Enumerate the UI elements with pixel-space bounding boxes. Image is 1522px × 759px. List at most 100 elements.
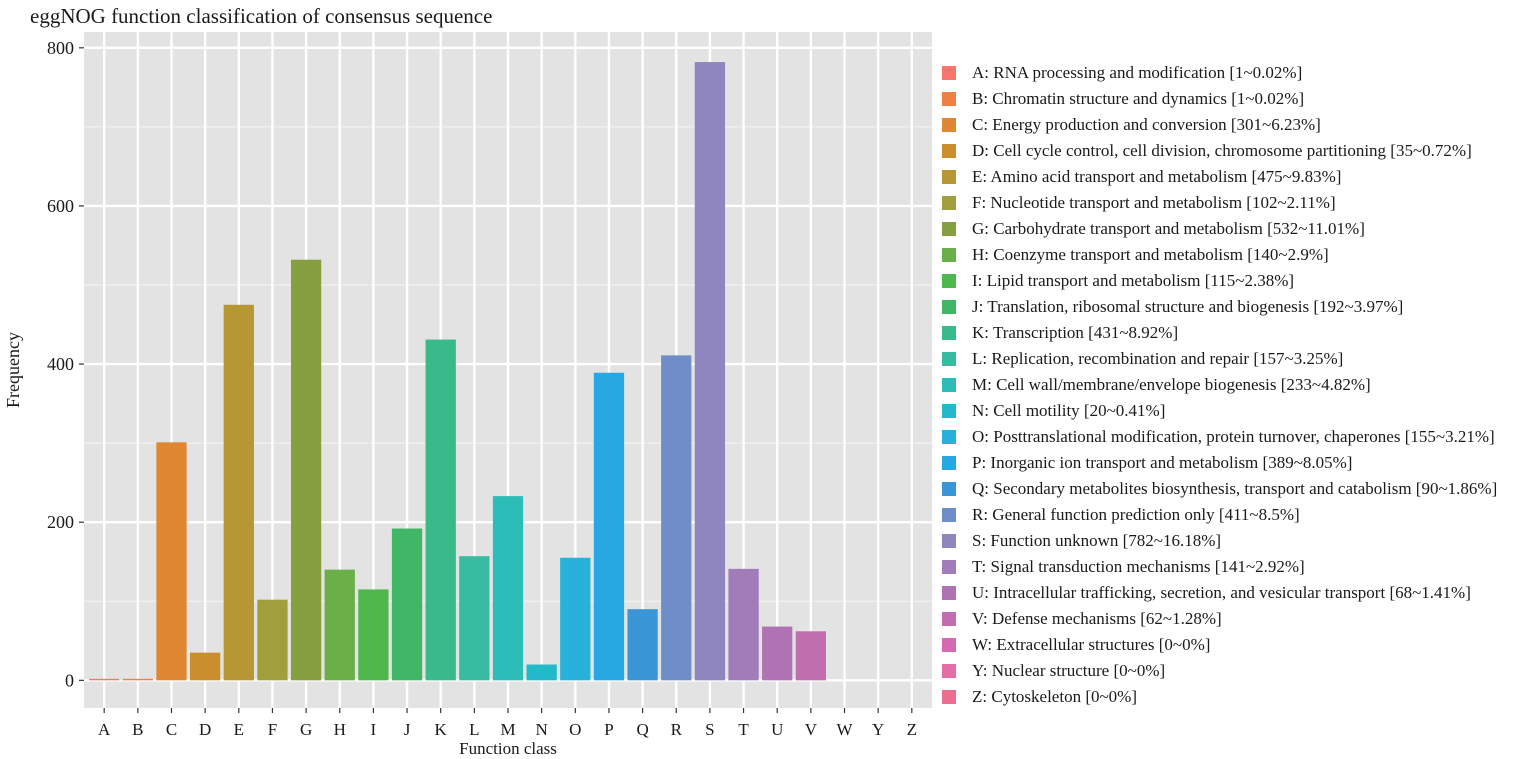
legend-swatch — [942, 430, 956, 444]
legend-swatch — [942, 664, 956, 678]
legend-item: B: Chromatin structure and dynamics [1~0… — [942, 86, 1520, 112]
legend-swatch — [942, 144, 956, 158]
bar-v[interactable] — [795, 631, 826, 681]
x-tick-label: C — [166, 720, 177, 739]
x-tick-label: K — [435, 720, 448, 739]
legend-swatch — [942, 352, 956, 366]
x-tick-label: Q — [636, 720, 648, 739]
legend-swatch — [942, 300, 956, 314]
x-tick-label: E — [234, 720, 244, 739]
legend-item: W: Extracellular structures [0~0%] — [942, 632, 1520, 658]
bar-h[interactable] — [324, 569, 355, 681]
legend-swatch — [942, 222, 956, 236]
bar-s[interactable] — [694, 62, 726, 681]
legend-item: D: Cell cycle control, cell division, ch… — [942, 138, 1520, 164]
x-tick-label: F — [268, 720, 277, 739]
legend-item: O: Posttranslational modification, prote… — [942, 424, 1520, 450]
legend-label: O: Posttranslational modification, prote… — [972, 427, 1495, 446]
legend-swatch — [942, 534, 956, 548]
bar-m[interactable] — [492, 496, 524, 681]
legend-label: B: Chromatin structure and dynamics [1~0… — [972, 89, 1305, 108]
legend-item: F: Nucleotide transport and metabolism [… — [942, 190, 1520, 216]
legend-item: A: RNA processing and modification [1~0.… — [942, 60, 1520, 86]
x-tick-label: I — [371, 720, 377, 739]
legend-label: Q: Secondary metabolites biosynthesis, t… — [972, 479, 1498, 498]
x-tick-label: Z — [907, 720, 917, 739]
legend-item: R: General function prediction only [411… — [942, 502, 1520, 528]
bar-k[interactable] — [425, 339, 456, 681]
legend-swatch — [942, 508, 956, 522]
bar-b[interactable] — [122, 678, 153, 681]
legend-label: Y: Nuclear structure [0~0%] — [972, 661, 1166, 680]
legend-item: U: Intracellular trafficking, secretion,… — [942, 580, 1520, 606]
legend-item: Z: Cytoskeleton [0~0%] — [942, 684, 1520, 710]
legend-label: A: RNA processing and modification [1~0.… — [972, 63, 1303, 82]
bar-f[interactable] — [257, 599, 288, 681]
legend-label: H: Coenzyme transport and metabolism [14… — [972, 245, 1329, 264]
bar-p[interactable] — [593, 372, 625, 681]
legend-item: E: Amino acid transport and metabolism [… — [942, 164, 1520, 190]
legend-item: Q: Secondary metabolites biosynthesis, t… — [942, 476, 1520, 502]
bar-g[interactable] — [290, 259, 322, 681]
bar-t[interactable] — [728, 568, 759, 681]
legend-label: M: Cell wall/membrane/envelope biogenesi… — [972, 375, 1371, 394]
bar-a[interactable] — [89, 678, 120, 681]
y-tick-label: 800 — [47, 38, 74, 58]
bar-c[interactable] — [156, 442, 187, 681]
legend-swatch — [942, 248, 956, 262]
legend-swatch — [942, 170, 956, 184]
legend-item: H: Coenzyme transport and metabolism [14… — [942, 242, 1520, 268]
x-tick-label: A — [98, 720, 111, 739]
bar-i[interactable] — [358, 589, 389, 681]
bar-r[interactable] — [661, 355, 692, 681]
legend-label: T: Signal transduction mechanisms [141~2… — [972, 557, 1305, 576]
y-axis-label: Frequency — [3, 332, 23, 408]
legend-item: M: Cell wall/membrane/envelope biogenesi… — [942, 372, 1520, 398]
x-tick-label: D — [199, 720, 211, 739]
legend-swatch — [942, 378, 956, 392]
legend-label: E: Amino acid transport and metabolism [… — [972, 167, 1342, 186]
bar-j[interactable] — [391, 528, 423, 681]
x-tick-label: N — [536, 720, 548, 739]
legend-swatch — [942, 404, 956, 418]
x-tick-label: B — [132, 720, 143, 739]
x-tick-label: V — [805, 720, 818, 739]
legend-item: C: Energy production and conversion [301… — [942, 112, 1520, 138]
legend-item: J: Translation, ribosomal structure and … — [942, 294, 1520, 320]
x-tick-label: S — [705, 720, 714, 739]
x-axis-label: Function class — [459, 739, 557, 758]
legend-label: L: Replication, recombination and repair… — [972, 349, 1344, 368]
legend-swatch — [942, 638, 956, 652]
legend-swatch — [942, 196, 956, 210]
legend-item: L: Replication, recombination and repair… — [942, 346, 1520, 372]
legend-label: Z: Cytoskeleton [0~0%] — [972, 687, 1138, 706]
legend-label: N: Cell motility [20~0.41%] — [972, 401, 1166, 420]
legend-label: V: Defense mechanisms [62~1.28%] — [972, 609, 1222, 628]
bar-q[interactable] — [627, 609, 658, 681]
legend-item: K: Transcription [431~8.92%] — [942, 320, 1520, 346]
legend-label: G: Carbohydrate transport and metabolism… — [972, 219, 1365, 238]
legend-swatch — [942, 586, 956, 600]
legend-label: D: Cell cycle control, cell division, ch… — [972, 141, 1472, 160]
legend-label: C: Energy production and conversion [301… — [972, 115, 1321, 134]
legend-label: K: Transcription [431~8.92%] — [972, 323, 1179, 342]
bar-n[interactable] — [526, 664, 557, 681]
legend-label: I: Lipid transport and metabolism [115~2… — [972, 271, 1295, 290]
legend-swatch — [942, 118, 956, 132]
legend-item: V: Defense mechanisms [62~1.28%] — [942, 606, 1520, 632]
x-tick-label: H — [334, 720, 346, 739]
x-tick-label: W — [836, 720, 853, 739]
bar-d[interactable] — [190, 652, 221, 681]
legend-swatch — [942, 326, 956, 340]
bar-e[interactable] — [223, 304, 254, 681]
legend-item: T: Signal transduction mechanisms [141~2… — [942, 554, 1520, 580]
bar-u[interactable] — [762, 626, 793, 681]
bars — [89, 62, 826, 681]
x-tick-label: U — [771, 720, 783, 739]
bar-l[interactable] — [459, 556, 490, 681]
legend-item: P: Inorganic ion transport and metabolis… — [942, 450, 1520, 476]
legend-label: P: Inorganic ion transport and metabolis… — [972, 453, 1353, 472]
bar-o[interactable] — [560, 557, 591, 681]
legend-swatch — [942, 612, 956, 626]
